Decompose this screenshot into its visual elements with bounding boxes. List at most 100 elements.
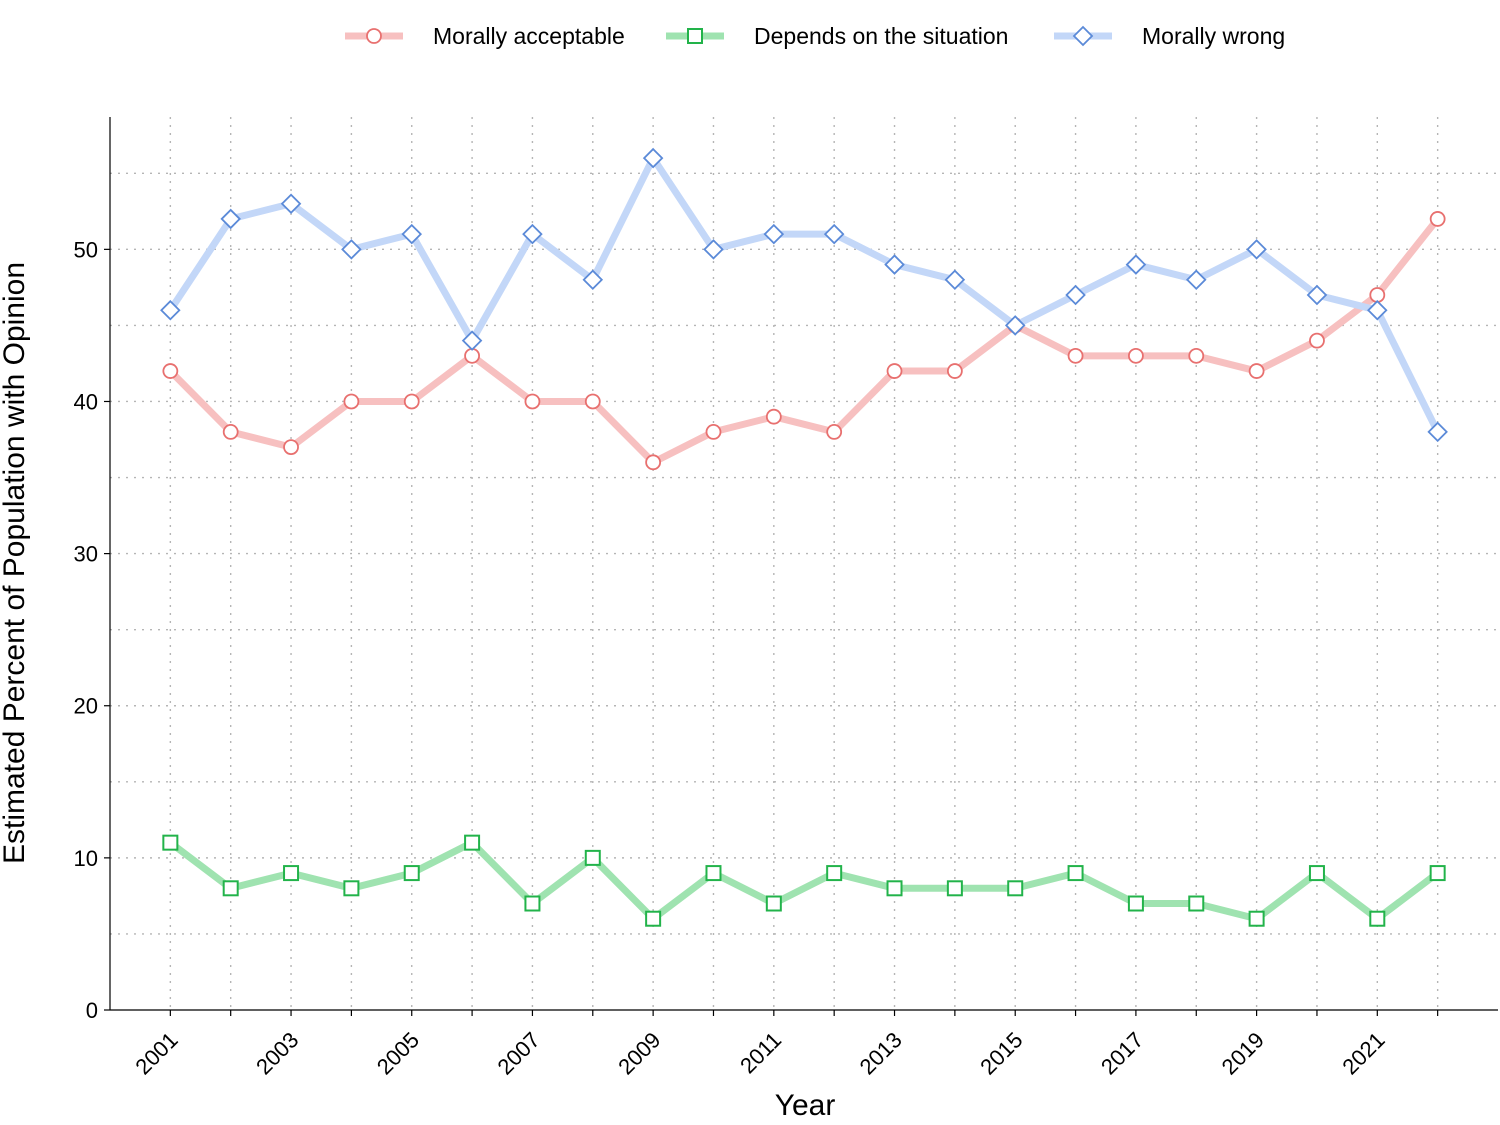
- data-point: [703, 239, 724, 260]
- data-point: [162, 363, 179, 379]
- data-point: [1188, 895, 1205, 912]
- data-point: [1369, 910, 1386, 927]
- data-point: [461, 330, 483, 351]
- data-point: [1369, 287, 1386, 303]
- y-ticks: 0 10 20 30 40 50: [74, 237, 110, 1023]
- data-point: [160, 299, 181, 321]
- data-point: [343, 880, 360, 897]
- legend-label: Morally wrong: [1142, 23, 1285, 49]
- y-tick-label: 10: [74, 846, 98, 871]
- x-ticks: 2001 2003 2005 2007 2009 2011 2013 2015 2017 2019…: [130, 1010, 1439, 1079]
- x-tick-label: 2013: [855, 1027, 907, 1079]
- data-point: [464, 834, 481, 851]
- data-point: [705, 865, 722, 882]
- legend-item: Morally acceptable: [345, 23, 625, 49]
- data-point: [823, 223, 845, 245]
- data-point: [1248, 363, 1265, 379]
- series-line: [166, 154, 1442, 436]
- data-point: [763, 223, 785, 245]
- x-tick-label: 2019: [1217, 1027, 1269, 1079]
- x-tick-label: 2017: [1096, 1027, 1148, 1079]
- data-point: [1367, 299, 1388, 321]
- x-tick-label: 2009: [613, 1027, 665, 1079]
- data-point: [1067, 865, 1084, 882]
- data-point: [1007, 880, 1024, 897]
- data-point: [765, 895, 782, 912]
- grid-lines: [110, 117, 1498, 1010]
- data-point: [522, 223, 543, 245]
- data-point: [524, 895, 541, 912]
- data-point: [283, 439, 299, 456]
- data-point: [1308, 865, 1325, 882]
- y-tick-label: 40: [74, 389, 98, 414]
- x-tick-label: 2015: [975, 1027, 1027, 1079]
- data-point: [1188, 347, 1205, 364]
- data-point: [1125, 254, 1147, 275]
- y-axis-title: Estimated Percent of Population with Opi…: [0, 262, 31, 864]
- axes: [109, 117, 1498, 1011]
- data-point: [886, 880, 903, 897]
- data-point: [1065, 284, 1086, 306]
- data-point: [1127, 895, 1144, 912]
- data-point: [1429, 211, 1446, 227]
- data-point: [1248, 910, 1265, 927]
- data-point: [524, 393, 541, 410]
- legend-item: Morally wrong: [1054, 23, 1285, 49]
- data-point: [642, 147, 664, 169]
- data-point: [645, 910, 662, 927]
- data-point: [582, 269, 604, 291]
- data-point: [584, 849, 601, 866]
- y-tick-label: 50: [74, 237, 98, 262]
- data-point: [946, 363, 963, 379]
- data-point: [584, 393, 601, 410]
- series-line: [166, 839, 1442, 923]
- data-point: [341, 239, 362, 260]
- data-point: [343, 393, 360, 410]
- data-point: [705, 424, 722, 440]
- series-layer: [160, 147, 1448, 927]
- data-point: [1004, 315, 1026, 336]
- data-point: [222, 424, 239, 440]
- data-point: [1185, 269, 1207, 291]
- data-point: [1246, 239, 1267, 260]
- series-2: [162, 834, 1446, 927]
- y-tick-label: 20: [74, 694, 98, 719]
- legend-swatch-marker: [687, 28, 703, 44]
- x-tick-label: 2001: [130, 1027, 182, 1079]
- data-point: [1429, 865, 1446, 882]
- legend-item: Depends on the situation: [666, 23, 1008, 49]
- data-point: [765, 408, 782, 425]
- y-tick-label: 30: [74, 542, 98, 567]
- legend: Morally acceptable Depends on the situati…: [345, 23, 1285, 49]
- data-point: [222, 880, 239, 897]
- legend-label: Depends on the situation: [754, 23, 1008, 49]
- legend-swatch-marker: [1072, 25, 1094, 47]
- y-tick-label: 0: [86, 998, 98, 1023]
- data-point: [886, 363, 903, 379]
- data-point: [464, 347, 480, 364]
- data-point: [1309, 332, 1325, 349]
- data-point: [403, 393, 420, 410]
- data-point: [1306, 284, 1328, 306]
- x-tick-label: 2007: [493, 1027, 545, 1079]
- data-point: [283, 865, 300, 882]
- x-tick-label: 2011: [735, 1027, 786, 1078]
- x-tick-label: 2003: [251, 1027, 303, 1079]
- data-point: [1128, 347, 1144, 364]
- data-point: [826, 865, 843, 882]
- data-point: [1427, 421, 1448, 443]
- data-point: [401, 223, 423, 245]
- data-point: [645, 454, 662, 471]
- data-point: [884, 254, 905, 275]
- series-line: [166, 215, 1442, 466]
- data-point: [403, 865, 420, 882]
- series-3: [160, 147, 1448, 443]
- data-point: [280, 193, 302, 214]
- data-point: [944, 269, 966, 291]
- data-point: [162, 834, 179, 851]
- data-point: [826, 424, 843, 440]
- x-tick-label: 2005: [372, 1027, 424, 1079]
- data-point: [946, 880, 963, 897]
- x-axis-title: Year: [775, 1089, 836, 1122]
